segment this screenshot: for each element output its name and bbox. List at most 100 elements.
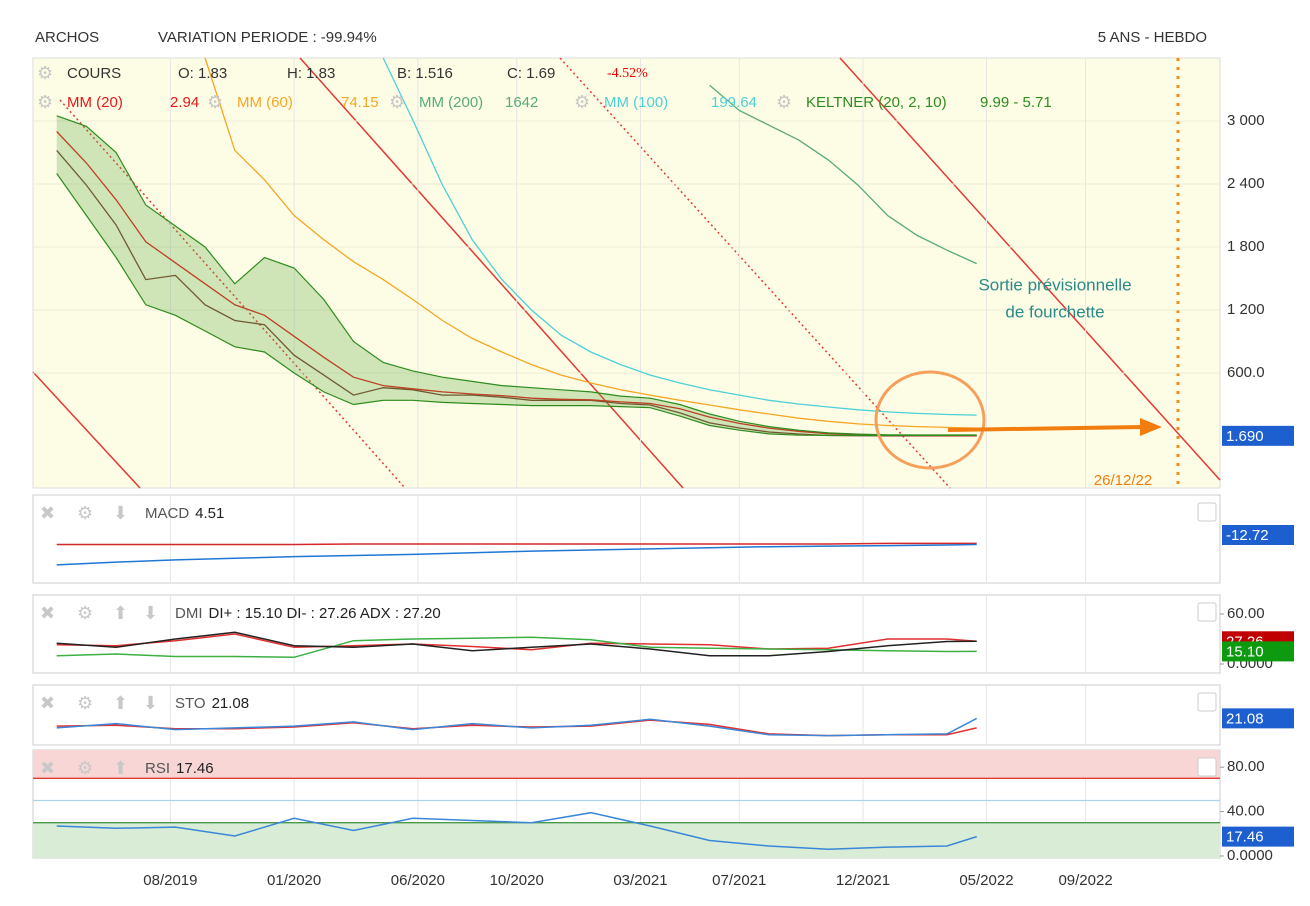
y-tick-label: 3 000 bbox=[1227, 112, 1265, 129]
indicator-line bbox=[56, 717, 978, 737]
indicator-value: 21.08 bbox=[212, 695, 250, 712]
panel-checkbox[interactable] bbox=[1197, 502, 1217, 522]
last-value-box bbox=[1222, 425, 1294, 446]
last-value-label: -12.72 bbox=[1226, 527, 1269, 544]
panel-checkbox[interactable] bbox=[1197, 757, 1217, 777]
settings-icon[interactable]: ⚙ bbox=[37, 92, 53, 113]
legend-name: MM (20) bbox=[67, 94, 123, 111]
x-tick-label: 01/2020 bbox=[267, 872, 321, 889]
settings-icon[interactable]: ⚙ bbox=[207, 92, 223, 113]
indicator-line bbox=[56, 542, 977, 546]
keltner-upper bbox=[56, 115, 977, 436]
settings-icon[interactable]: ⚙ bbox=[77, 503, 93, 524]
ohlc-value: O: 1.83 bbox=[178, 65, 227, 82]
indicator-value: 4.51 bbox=[195, 505, 224, 522]
settings-icon[interactable]: ⚙ bbox=[776, 92, 792, 113]
settings-icon[interactable]: ⚙ bbox=[37, 63, 53, 84]
move-icon[interactable]: ⬇ bbox=[143, 693, 158, 714]
settings-icon[interactable]: ⚙ bbox=[77, 758, 93, 779]
indicator-name: DMI bbox=[175, 605, 203, 622]
last-value-label: 15.10 bbox=[1226, 643, 1264, 660]
legend-name: KELTNER (20, 2, 10) bbox=[806, 94, 947, 111]
indicator-line bbox=[204, 57, 977, 429]
ohlc-value: H: 1.83 bbox=[287, 65, 335, 82]
ohlc-value: B: 1.516 bbox=[397, 65, 453, 82]
ohlc-value: C: 1.69 bbox=[507, 65, 555, 82]
move-icon[interactable]: ⬇ bbox=[113, 503, 128, 524]
last-value-label: 17.46 bbox=[1226, 829, 1264, 846]
x-tick-label: 05/2022 bbox=[959, 872, 1013, 889]
x-tick-label: 06/2020 bbox=[391, 872, 445, 889]
y-tick-label: 600.0 bbox=[1227, 364, 1265, 381]
indicator-value: 17.46 bbox=[176, 760, 214, 777]
y-tick-label: 80.00 bbox=[1227, 758, 1265, 775]
y-tick-label: 1 800 bbox=[1227, 238, 1265, 255]
last-value-box bbox=[1222, 826, 1294, 847]
last-value-box bbox=[1222, 524, 1294, 545]
annotation-text: de fourchette bbox=[1005, 302, 1104, 321]
annotation-text: Sortie prévisionnelle bbox=[978, 275, 1131, 294]
indicator-line bbox=[56, 131, 977, 437]
legend-name: MM (100) bbox=[604, 94, 668, 111]
move-icon[interactable]: ⬇ bbox=[143, 603, 158, 624]
x-tick-label: 09/2022 bbox=[1058, 872, 1112, 889]
trend-lines bbox=[32, 57, 1221, 489]
indicator-name: MACD bbox=[145, 505, 189, 522]
indicator-line bbox=[56, 811, 977, 851]
last-value-box bbox=[1222, 708, 1294, 729]
period-variation: VARIATION PERIODE : -99.94% bbox=[158, 29, 377, 46]
legend-name: MM (200) bbox=[419, 94, 483, 111]
legend-value: 2.94 bbox=[170, 94, 199, 111]
change-value: -4.52% bbox=[607, 66, 648, 81]
x-tick-label: 07/2021 bbox=[712, 872, 766, 889]
settings-icon[interactable]: ⚙ bbox=[574, 92, 590, 113]
settings-icon[interactable]: ⚙ bbox=[77, 603, 93, 624]
last-value-label: 21.08 bbox=[1226, 710, 1264, 727]
close-icon[interactable]: ✖ bbox=[40, 503, 55, 524]
y-tick-label: 1 200 bbox=[1227, 301, 1265, 318]
move-icon[interactable]: ⬆ bbox=[113, 603, 128, 624]
x-tick-label: 12/2021 bbox=[836, 872, 890, 889]
last-value-box bbox=[1222, 641, 1294, 662]
close-icon[interactable]: ✖ bbox=[40, 603, 55, 624]
legend-value: 9.99 - 5.71 bbox=[980, 94, 1052, 111]
highlight-circle bbox=[874, 370, 986, 470]
indicator-panel bbox=[32, 684, 1221, 746]
overbought-zone bbox=[33, 750, 1220, 779]
legend-value: 74.15 bbox=[341, 94, 379, 111]
legend-name: MM (60) bbox=[237, 94, 293, 111]
y-tick-label: 40.00 bbox=[1227, 803, 1265, 820]
indicator-line bbox=[56, 543, 977, 566]
y-tick-label: 60.00 bbox=[1227, 605, 1265, 622]
y-tick-label: 2 400 bbox=[1227, 175, 1265, 192]
indicator-line bbox=[56, 633, 977, 651]
indicator-line bbox=[709, 84, 977, 265]
panel-checkbox[interactable] bbox=[1197, 602, 1217, 622]
indicator-value: DI+ : 15.10 DI- : 27.26 ADX : 27.20 bbox=[209, 605, 441, 622]
forecast-arrowhead bbox=[1140, 418, 1162, 436]
legend-value: 199.64 bbox=[711, 94, 757, 111]
keltner-lower bbox=[56, 173, 977, 436]
panel-checkbox[interactable] bbox=[1197, 692, 1217, 712]
indicator-panel bbox=[32, 494, 1221, 584]
legend-value: 1642 bbox=[505, 94, 538, 111]
move-icon[interactable]: ⬆ bbox=[113, 693, 128, 714]
period[interactable]: 5 ANS - HEBDO bbox=[1098, 29, 1207, 46]
main-panel bbox=[32, 57, 1221, 489]
last-value-label: 1.690 bbox=[1226, 428, 1264, 445]
close-icon[interactable]: ✖ bbox=[40, 693, 55, 714]
x-tick-label: 08/2019 bbox=[143, 872, 197, 889]
close-icon[interactable]: ✖ bbox=[40, 758, 55, 779]
legend-name: COURS bbox=[67, 65, 121, 82]
settings-icon[interactable]: ⚙ bbox=[389, 92, 405, 113]
annotation-date: 26/12/22 bbox=[1094, 472, 1152, 489]
stock-name: ARCHOS bbox=[35, 29, 99, 46]
settings-icon[interactable]: ⚙ bbox=[77, 693, 93, 714]
move-icon[interactable]: ⬆ bbox=[113, 758, 128, 779]
forecast-arrow bbox=[947, 425, 1143, 432]
y-tick-label: 0.0000 bbox=[1227, 847, 1273, 864]
x-tick-label: 03/2021 bbox=[613, 872, 667, 889]
indicator-line bbox=[56, 631, 977, 657]
oversold-zone bbox=[33, 822, 1220, 858]
